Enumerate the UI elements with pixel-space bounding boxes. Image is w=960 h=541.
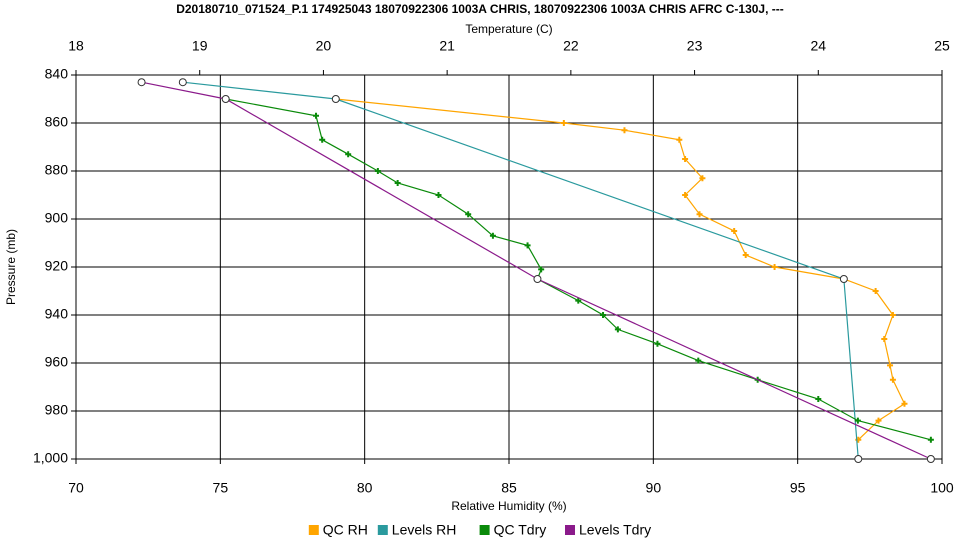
legend-label: QC RH (323, 522, 368, 538)
chart-title: D20180710_071524_P.1 174925043 180709223… (176, 2, 784, 16)
x-tick-label: 95 (790, 480, 806, 496)
point (815, 396, 822, 402)
y-tick-label: 840 (45, 66, 69, 82)
point (731, 228, 738, 234)
point (854, 455, 863, 463)
y-tick-label: 960 (45, 354, 69, 370)
x-tick-label: 80 (357, 480, 373, 496)
point (465, 211, 472, 218)
x-tick-label: 75 (213, 480, 229, 496)
point (489, 232, 496, 239)
y-tick-label: 980 (45, 402, 69, 418)
y-tick-label: 920 (45, 258, 69, 274)
point (221, 95, 230, 103)
x2-tick-label: 25 (934, 38, 950, 54)
point (178, 78, 187, 87)
point (614, 326, 621, 333)
point (926, 455, 935, 463)
point (621, 127, 628, 134)
point (676, 136, 683, 143)
point (682, 156, 689, 162)
x2-tick-label: 24 (810, 38, 826, 54)
point (854, 417, 861, 424)
point (435, 192, 442, 198)
legend-label: Levels RH (392, 522, 457, 538)
point (887, 362, 894, 369)
y-tick-label: 940 (45, 306, 69, 322)
point (742, 252, 749, 258)
point (771, 264, 778, 270)
x2-tick-label: 22 (563, 38, 579, 54)
legend-swatch (308, 525, 319, 535)
x2-tick-label: 18 (68, 38, 84, 54)
series-line (141, 81, 932, 460)
point (313, 112, 320, 119)
point (889, 376, 896, 383)
legend-swatch (377, 525, 388, 535)
point (538, 266, 545, 273)
y-tick-label: 900 (45, 210, 69, 226)
x-tick-label: 100 (930, 480, 954, 496)
point (699, 175, 706, 182)
point (839, 275, 848, 283)
point (881, 336, 888, 342)
point (319, 136, 326, 143)
y-tick-label: 1,000 (33, 450, 68, 466)
x2-tick-label: 19 (192, 38, 208, 54)
legend-swatch (565, 525, 575, 535)
point (374, 168, 381, 174)
point (600, 312, 607, 318)
x2-tick-label: 21 (439, 38, 455, 54)
y-axis-label: Pressure (mb) (4, 229, 18, 305)
x-tick-label: 85 (501, 480, 517, 496)
series-line (182, 81, 859, 460)
point (345, 151, 352, 158)
point (875, 417, 882, 424)
point (889, 312, 896, 318)
point (575, 297, 582, 304)
point (533, 275, 542, 283)
y-tick-label: 880 (45, 162, 69, 178)
legend-label: QC Tdry (494, 522, 547, 538)
y-tick-label: 860 (45, 114, 69, 130)
point (872, 288, 879, 294)
x2-tick-label: 23 (687, 38, 703, 54)
point (394, 180, 401, 186)
x-tick-label: 70 (68, 480, 84, 496)
point (524, 242, 531, 249)
point (901, 400, 908, 407)
x-axis-label: Relative Humidity (%) (451, 499, 566, 513)
point (696, 211, 703, 218)
point (654, 340, 661, 347)
point (137, 78, 146, 87)
point (682, 192, 689, 198)
point (927, 436, 934, 443)
legend-swatch (479, 525, 490, 535)
legend-label: Levels Tdry (579, 522, 651, 538)
x-tick-label: 90 (646, 480, 662, 496)
point (560, 120, 567, 126)
point (331, 95, 340, 103)
x2-axis-label: Temperature (C) (465, 22, 552, 36)
point (695, 357, 702, 364)
x2-tick-label: 20 (316, 38, 332, 54)
